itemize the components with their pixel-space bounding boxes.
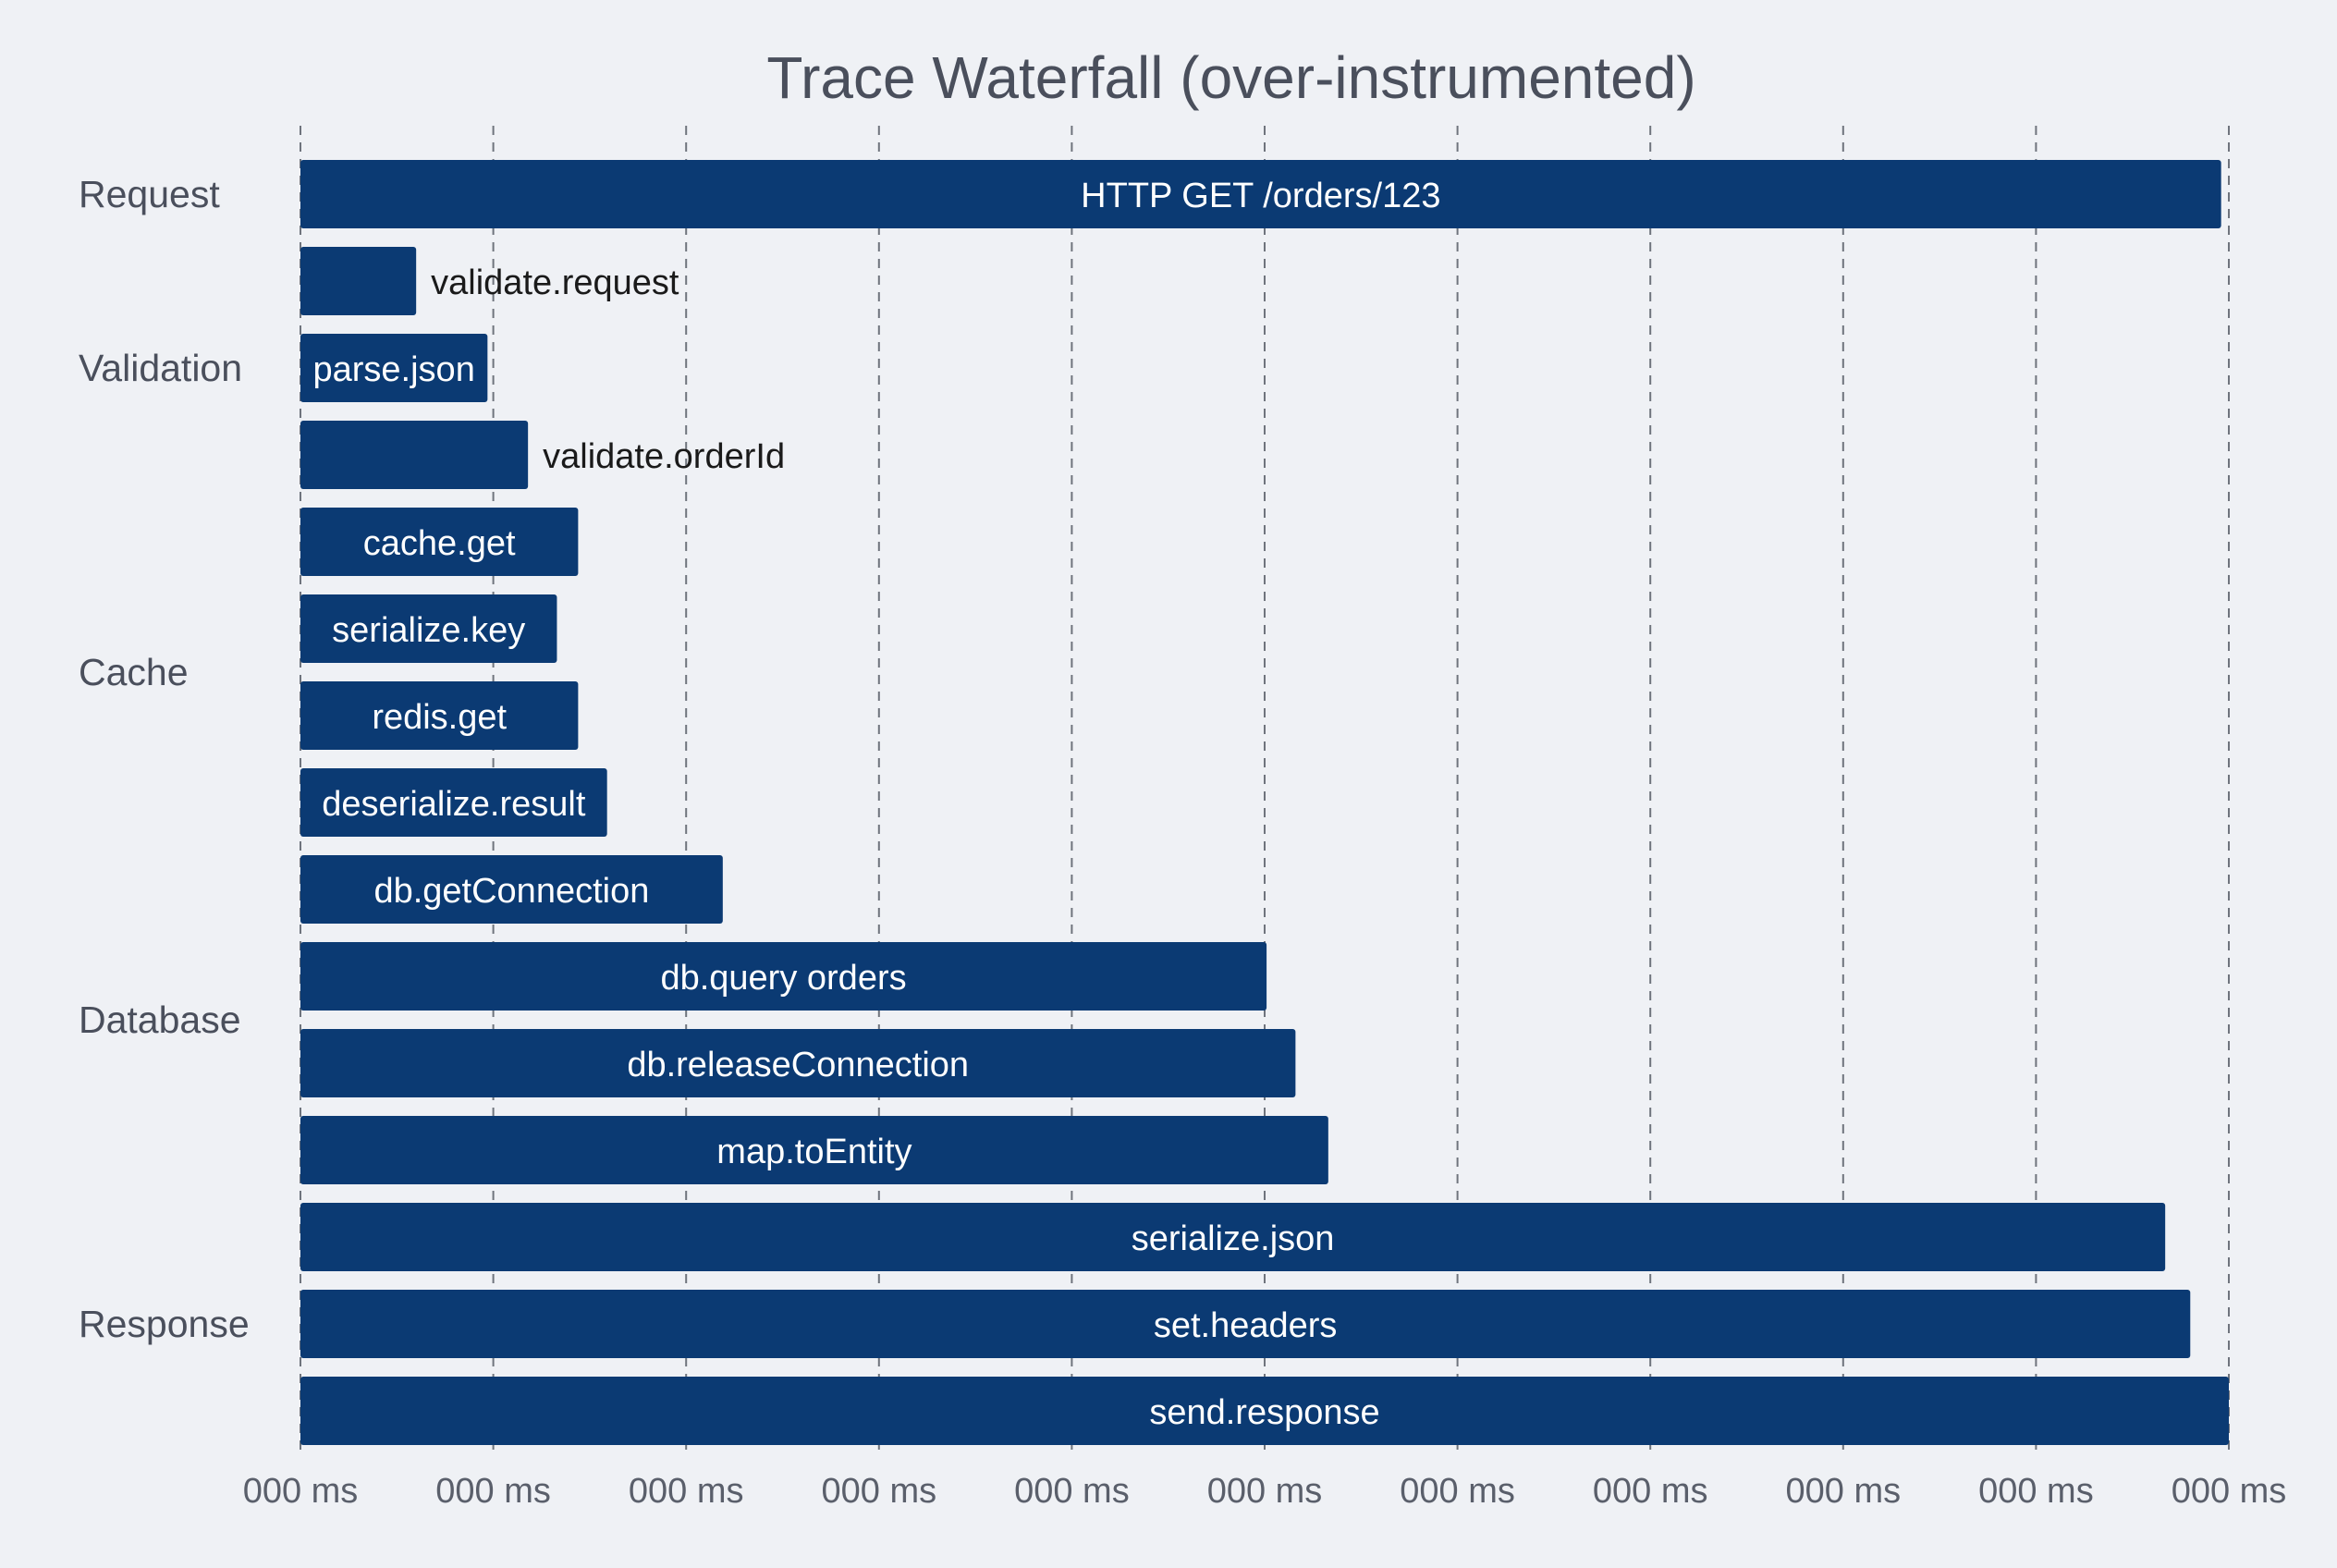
span-label: db.releaseConnection: [627, 1046, 969, 1084]
span-bar[interactable]: [300, 942, 1267, 1011]
span-bar[interactable]: [300, 1290, 2191, 1358]
span-bar[interactable]: [300, 1029, 1296, 1097]
group-label: Database: [79, 998, 241, 1041]
group-label: Request: [79, 173, 220, 215]
x-tick-label: 000 ms: [1978, 1472, 2094, 1511]
span-label: serialize.json: [1132, 1219, 1335, 1258]
span-label: validate.orderId: [543, 437, 785, 476]
span-label: validate.request: [431, 263, 679, 302]
span-bar[interactable]: [300, 594, 557, 663]
x-tick-label: 000 ms: [629, 1472, 744, 1511]
span-label: redis.get: [372, 698, 507, 737]
span-label: set.headers: [1154, 1306, 1338, 1345]
group-label: Cache: [79, 651, 189, 693]
span-bar[interactable]: [300, 1377, 2229, 1445]
span-label: serialize.key: [332, 611, 525, 650]
span-label: db.query orders: [660, 959, 906, 998]
x-tick-label: 000 ms: [435, 1472, 551, 1511]
x-tick-label: 000 ms: [1785, 1472, 1901, 1511]
x-tick-layer: 000 ms 000 ms 000 ms 000 ms 000 ms 000 ms 000 …: [243, 1472, 2287, 1511]
chart-title: Trace Waterfall (over-instrumented): [766, 44, 1695, 111]
x-tick-label: 000 ms: [2172, 1472, 2287, 1511]
span-bar[interactable]: [300, 681, 579, 750]
bar-layer: HTTP GET /orders/123 validate.request pars…: [300, 160, 2229, 1445]
x-tick-label: 000 ms: [1207, 1472, 1323, 1511]
x-tick-label: 000 ms: [1014, 1472, 1130, 1511]
span-label: HTTP GET /orders/123: [1081, 177, 1440, 215]
group-label-layer: Request Validation Cache Database Response: [79, 173, 250, 1345]
x-tick-label: 000 ms: [821, 1472, 936, 1511]
span-bar[interactable]: [300, 508, 579, 576]
span-bar[interactable]: [300, 855, 723, 924]
x-tick-label: 000 ms: [1593, 1472, 1708, 1511]
span-bar[interactable]: [300, 1203, 2166, 1271]
span-bar[interactable]: [300, 421, 529, 489]
span-label: db.getConnection: [373, 872, 649, 911]
x-tick-label: 000 ms: [243, 1472, 359, 1511]
span-bar[interactable]: [300, 334, 488, 402]
span-bar[interactable]: [300, 247, 417, 315]
span-label: cache.get: [363, 524, 516, 563]
span-bar[interactable]: [300, 1116, 1328, 1184]
span-bar[interactable]: [300, 160, 2221, 228]
span-label: map.toEntity: [716, 1133, 912, 1171]
group-label: Validation: [79, 347, 242, 389]
span-label: parse.json: [313, 350, 475, 389]
x-tick-label: 000 ms: [1400, 1472, 1515, 1511]
group-label: Response: [79, 1303, 250, 1345]
span-label: deserialize.result: [322, 785, 586, 824]
span-label: send.response: [1149, 1393, 1379, 1432]
span-bar[interactable]: [300, 768, 607, 837]
